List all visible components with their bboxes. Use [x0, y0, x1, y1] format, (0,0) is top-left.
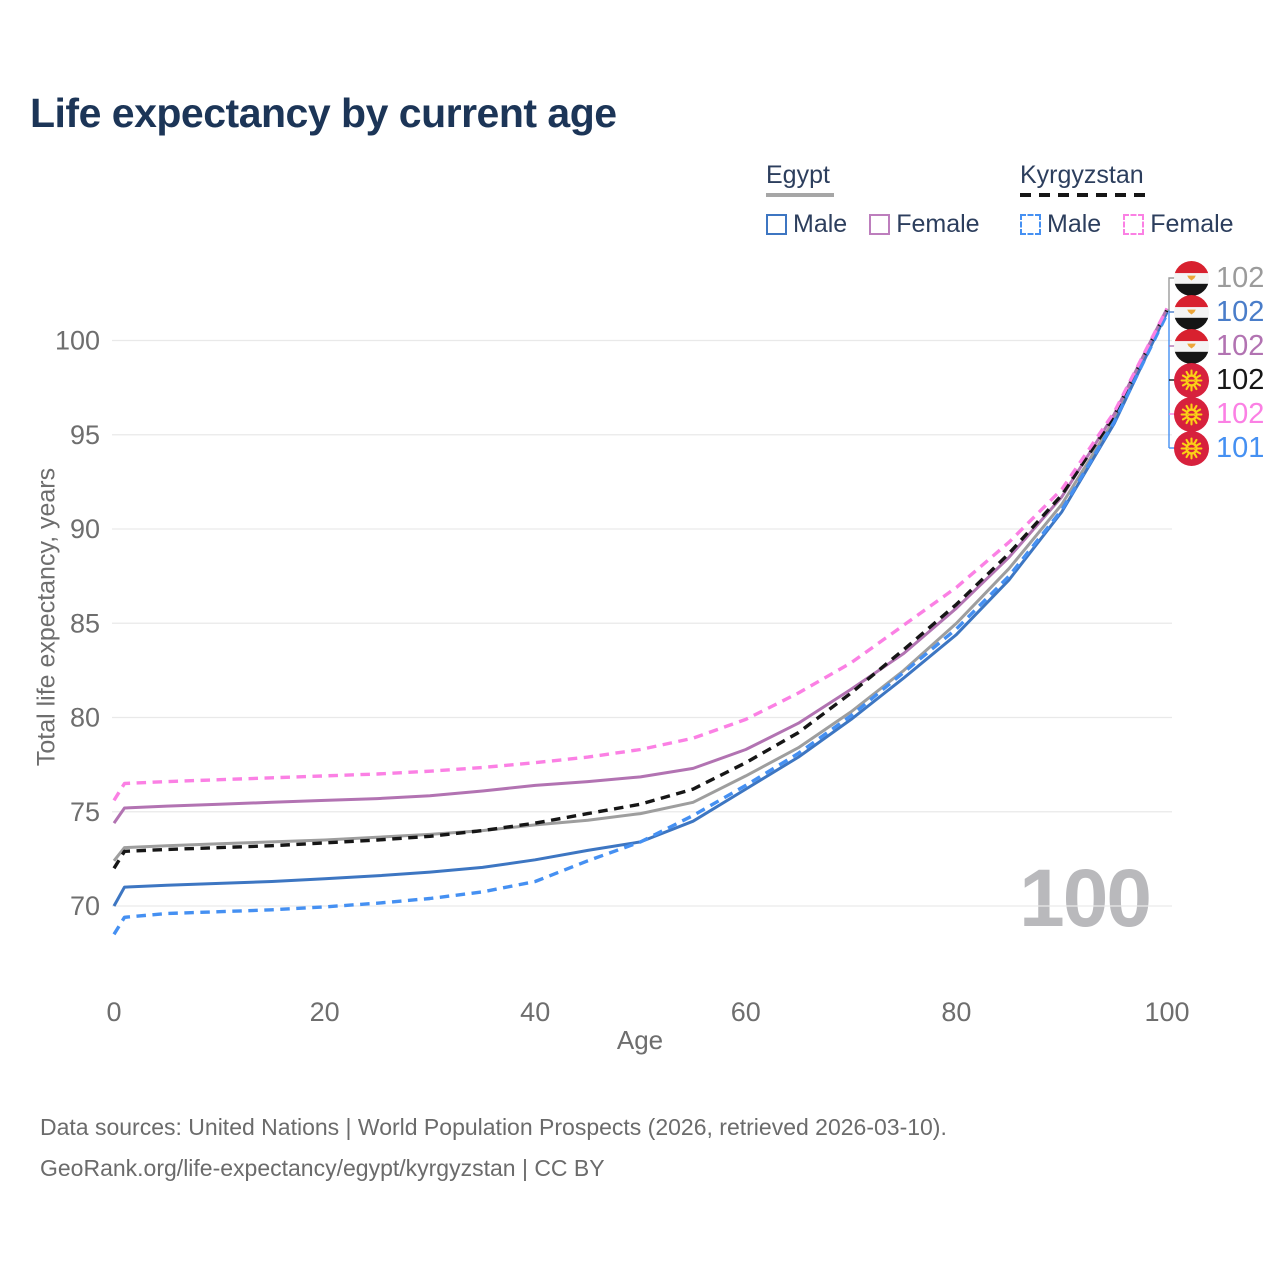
legend-item-label: Female: [1150, 210, 1234, 238]
end-label-value: 102: [1216, 397, 1265, 430]
series-line-egypt-total[interactable]: [112, 309, 1169, 862]
x-tick-label: 60: [731, 997, 761, 1027]
x-tick-label: 0: [106, 997, 121, 1027]
legend-group-egypt-label[interactable]: Egypt: [766, 161, 830, 189]
end-label-kyrgyzstan-4: 102: [1174, 396, 1265, 432]
legend-swatch-egypt-female[interactable]: [869, 214, 891, 235]
legend-group-kyrgyzstan: Kyrgyzstan Male Female: [1020, 161, 1234, 239]
legend-item-egypt-female[interactable]: Female: [869, 210, 980, 239]
series-line-kyrgyzstan-total[interactable]: [112, 309, 1169, 870]
legend-swatch-egypt-male[interactable]: [766, 214, 787, 235]
legend-group-kyrgyzstan-label[interactable]: Kyrgyzstan: [1020, 161, 1144, 189]
legend-group-egypt: Egypt Male Female: [766, 161, 980, 239]
series-line-egypt-male[interactable]: [112, 311, 1169, 907]
egypt-flag-icon: [1174, 294, 1209, 330]
legend-swatch-kyrgyzstan-male[interactable]: [1020, 214, 1041, 235]
kyrgyzstan-flag-icon: [1174, 362, 1209, 398]
y-tick-label: 70: [70, 891, 100, 921]
legend-swatch-kyrgyzstan-female[interactable]: [1123, 214, 1145, 235]
end-label-value: 102: [1216, 261, 1265, 294]
end-label-egypt-0: 102: [1174, 260, 1265, 296]
y-tick-label: 80: [70, 703, 100, 733]
x-tick-label: 20: [310, 997, 340, 1027]
kyrgyzstan-flag-icon: [1174, 430, 1209, 466]
end-label-egypt-1: 102: [1174, 294, 1265, 330]
legend-underline-egypt: [766, 193, 834, 197]
legend-item-label: Male: [793, 210, 848, 238]
end-label-value: 101: [1216, 431, 1265, 464]
footer-attribution: GeoRank.org/life-expectancy/egypt/kyrgyz…: [40, 1155, 605, 1181]
current-age-watermark: 100: [1019, 853, 1152, 944]
legend-item-label: Male: [1047, 210, 1102, 238]
end-label-value: 102: [1216, 329, 1265, 362]
kyrgyzstan-flag-icon: [1174, 396, 1209, 432]
end-label-value: 102: [1216, 363, 1265, 396]
leader-line: [1167, 277, 1176, 312]
series-line-egypt-female[interactable]: [112, 307, 1169, 824]
footer: Data sources: United Nations | World Pop…: [40, 1107, 947, 1189]
egypt-flag-icon: [1174, 260, 1209, 296]
x-tick-label: 100: [1144, 997, 1189, 1027]
end-label-value: 102: [1216, 295, 1265, 328]
egypt-flag-icon: [1174, 328, 1209, 364]
x-tick-label: 40: [520, 997, 550, 1027]
x-tick-label: 80: [941, 997, 971, 1027]
y-tick-label: 100: [55, 326, 100, 356]
end-label-kyrgyzstan-5: 101: [1174, 430, 1265, 466]
y-tick-label: 85: [70, 608, 100, 638]
legend-item-label: Female: [896, 210, 980, 238]
series-line-kyrgyzstan-female[interactable]: [112, 307, 1169, 802]
footer-data-sources: Data sources: United Nations | World Pop…: [40, 1114, 947, 1140]
y-tick-label: 75: [70, 797, 100, 827]
series-line-kyrgyzstan-male[interactable]: [112, 313, 1169, 936]
page-title: Life expectancy by current age: [30, 90, 617, 136]
legend-underline-kyrgyzstan: [1020, 193, 1150, 197]
y-tick-label: 95: [70, 420, 100, 450]
legend-item-egypt-male[interactable]: Male: [766, 210, 847, 239]
end-label-kyrgyzstan-3: 102: [1174, 362, 1265, 398]
y-tick-label: 90: [70, 514, 100, 544]
legend-item-kyrgyzstan-male[interactable]: Male: [1020, 210, 1101, 239]
legend-item-kyrgyzstan-female[interactable]: Female: [1123, 210, 1234, 239]
end-label-egypt-2: 102: [1174, 328, 1265, 364]
x-axis-title: Age: [617, 1025, 663, 1055]
